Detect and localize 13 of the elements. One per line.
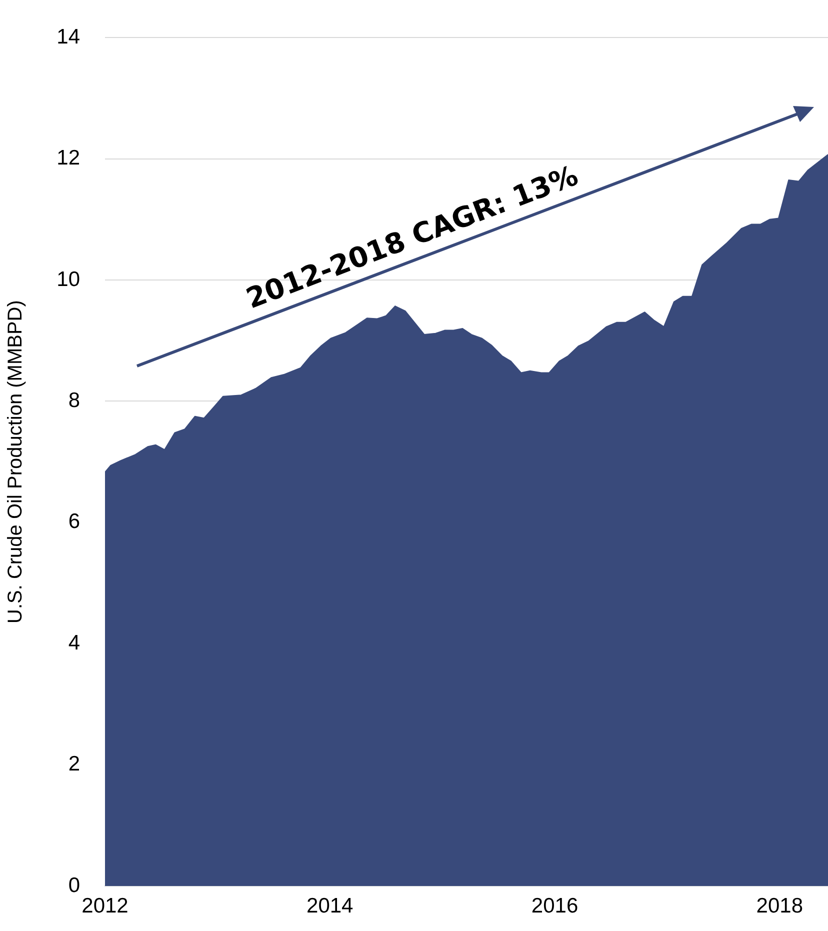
y-tick-label: 2: [68, 752, 80, 776]
y-tick-label: 14: [56, 25, 80, 48]
x-tick-label: 2012: [82, 894, 128, 918]
x-tick-label: 2014: [306, 894, 354, 918]
y-tick-label: 4: [68, 631, 80, 654]
y-tick-label: 6: [68, 510, 80, 534]
y-tick-label: 0: [68, 874, 80, 897]
y-tick-label: 8: [68, 388, 80, 412]
y-axis-title: U.S. Crude Oil Production (MMBPD): [4, 300, 27, 624]
x-tick-label: 2018: [756, 894, 804, 918]
x-tick-label: 2016: [531, 894, 578, 918]
y-tick-label: 12: [56, 146, 80, 170]
y-tick-label: 10: [56, 268, 80, 291]
